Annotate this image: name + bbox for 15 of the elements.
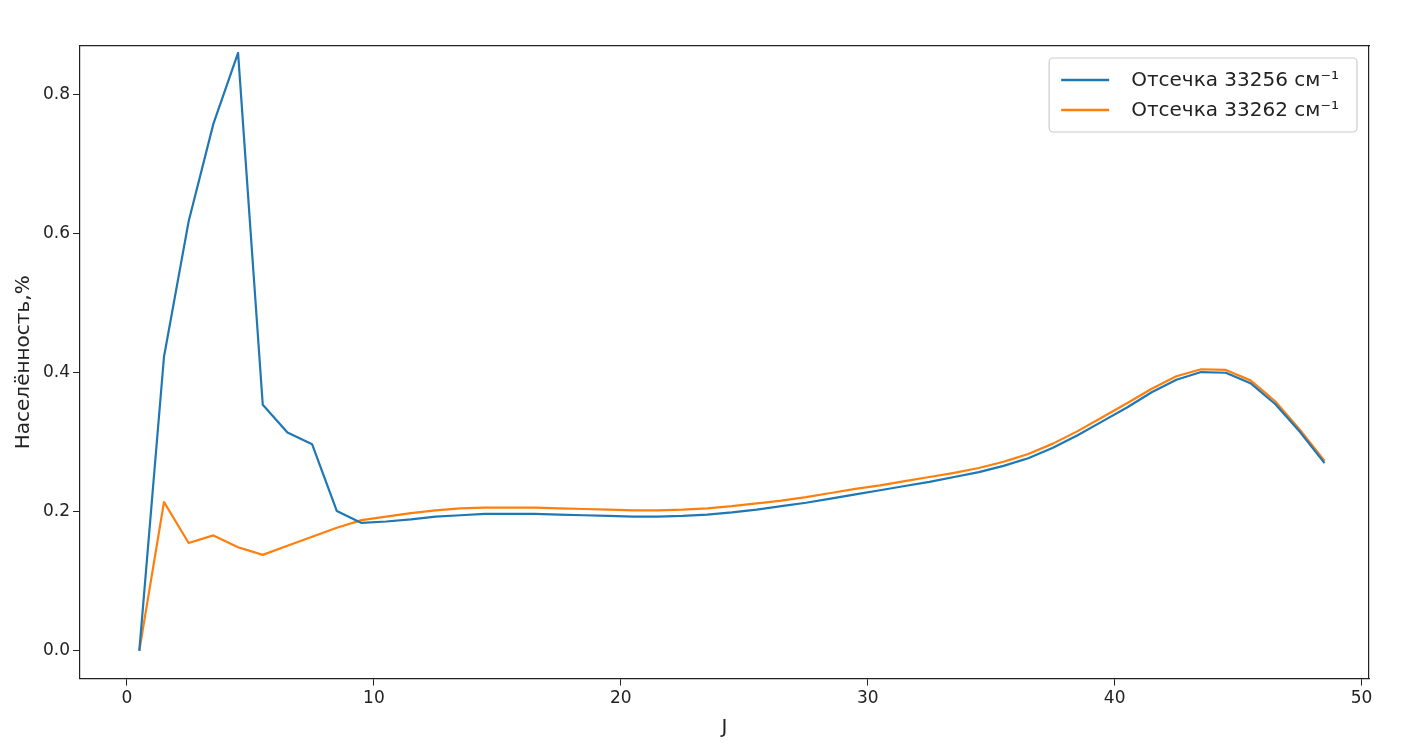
y-tick-label: 0.6: [42, 222, 71, 243]
y-axis-title: Населённость,%: [10, 275, 35, 450]
legend-label: Отсечка 33262 см⁻¹: [1131, 97, 1339, 122]
x-tick-label: 30: [856, 687, 879, 708]
x-tick-label: 0: [121, 687, 133, 708]
x-tick-label: 20: [609, 687, 632, 708]
x-tick-label: 10: [363, 687, 385, 708]
y-tick-label: 0.0: [42, 639, 71, 660]
legend-label: Отсечка 33256 см⁻¹: [1131, 67, 1339, 92]
x-tick-label: 50: [1350, 687, 1373, 708]
y-tick-label: 0.2: [42, 500, 71, 521]
y-tick-label: 0.4: [42, 361, 71, 382]
x-axis-title: J: [719, 714, 728, 739]
y-tick-label: 0.8: [42, 83, 71, 104]
x-tick-label: 40: [1103, 687, 1126, 708]
